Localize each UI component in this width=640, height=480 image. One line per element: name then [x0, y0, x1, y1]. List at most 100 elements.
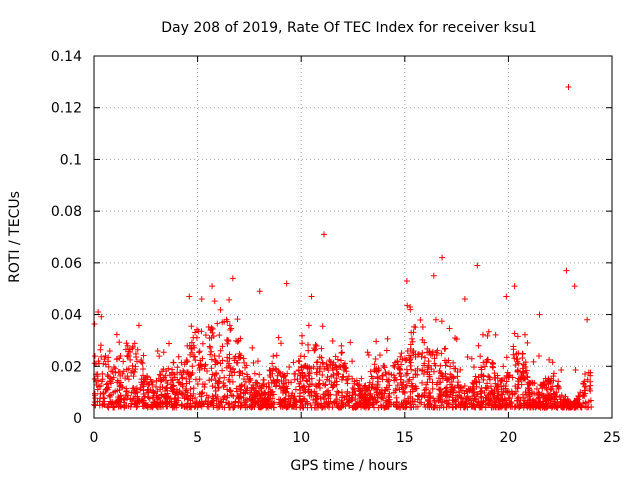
- data-point: [328, 381, 335, 388]
- data-point: [190, 334, 197, 341]
- data-point: [526, 380, 533, 387]
- data-point: [270, 391, 277, 398]
- data-point: [489, 360, 496, 367]
- data-point: [407, 388, 414, 395]
- data-point: [259, 398, 266, 405]
- data-point: [288, 379, 295, 386]
- y-tick-label: 0.14: [51, 49, 82, 65]
- data-point: [115, 394, 122, 401]
- data-point: [307, 401, 314, 408]
- data-point: [96, 383, 103, 390]
- data-point: [197, 357, 204, 364]
- data-point: [401, 404, 408, 411]
- data-point-outlier: [536, 311, 543, 318]
- data-point: [421, 362, 428, 369]
- data-point: [358, 375, 365, 382]
- data-point: [253, 389, 260, 396]
- data-point: [396, 386, 403, 393]
- data-point: [215, 384, 222, 391]
- data-point: [317, 395, 324, 402]
- data-point: [539, 385, 546, 392]
- data-point: [587, 369, 594, 376]
- data-point: [227, 387, 234, 394]
- y-tick-label: 0.02: [51, 359, 82, 375]
- data-point: [484, 380, 491, 387]
- data-point: [186, 378, 193, 385]
- data-point: [134, 393, 141, 400]
- data-point: [518, 376, 525, 383]
- data-point: [201, 383, 208, 390]
- data-point: [523, 401, 530, 408]
- data-point: [502, 396, 509, 403]
- data-point: [209, 383, 216, 390]
- data-point: [346, 392, 353, 399]
- data-point: [299, 404, 306, 411]
- data-point: [187, 351, 194, 358]
- data-point: [162, 372, 169, 379]
- data-point: [199, 340, 206, 347]
- data-point: [510, 351, 517, 358]
- data-point: [131, 401, 138, 408]
- data-point: [108, 376, 115, 383]
- data-point: [400, 379, 407, 386]
- data-point: [540, 400, 547, 407]
- data-point: [332, 353, 339, 360]
- data-point: [515, 394, 522, 401]
- data-point: [455, 379, 462, 386]
- data-point: [329, 337, 336, 344]
- data-point: [106, 393, 113, 400]
- data-point: [582, 383, 589, 390]
- data-point: [479, 331, 486, 338]
- data-point: [313, 359, 320, 366]
- data-point: [174, 369, 181, 376]
- data-point: [230, 404, 237, 411]
- data-point: [149, 382, 156, 389]
- data-point: [401, 355, 408, 362]
- data-point: [278, 400, 285, 407]
- data-point: [197, 402, 204, 409]
- data-point: [485, 395, 492, 402]
- data-point: [437, 362, 444, 369]
- data-point: [370, 396, 377, 403]
- data-point: [105, 354, 112, 361]
- data-point: [316, 368, 323, 375]
- data-point: [529, 390, 536, 397]
- data-point: [558, 367, 565, 374]
- data-point: [452, 403, 459, 410]
- data-point: [562, 393, 569, 400]
- data-point: [181, 403, 188, 410]
- data-point: [330, 371, 337, 378]
- data-point: [305, 388, 312, 395]
- data-point: [407, 341, 414, 348]
- data-point: [135, 322, 142, 329]
- data-point: [432, 316, 439, 323]
- data-point: [263, 404, 270, 411]
- data-point: [504, 388, 511, 395]
- data-point: [209, 329, 216, 336]
- data-point: [467, 397, 474, 404]
- data-point: [187, 372, 194, 379]
- y-tick-label: 0.04: [51, 308, 82, 324]
- data-point: [494, 383, 501, 390]
- data-point: [313, 395, 320, 402]
- data-point: [289, 403, 296, 410]
- data-point: [108, 368, 115, 375]
- data-point: [282, 396, 289, 403]
- data-point: [571, 399, 578, 406]
- data-point: [297, 372, 304, 379]
- data-point: [407, 304, 414, 311]
- data-point: [465, 386, 472, 393]
- data-point: [125, 403, 132, 410]
- data-point: [124, 373, 131, 380]
- data-point: [492, 399, 499, 406]
- data-point: [157, 372, 164, 379]
- data-point: [131, 395, 138, 402]
- data-point: [419, 379, 426, 386]
- data-point-outlier: [565, 84, 572, 91]
- data-point: [411, 323, 418, 330]
- data-point: [112, 369, 119, 376]
- data-point: [91, 320, 98, 327]
- data-point: [572, 367, 579, 374]
- data-point: [206, 377, 213, 384]
- data-point: [385, 370, 392, 377]
